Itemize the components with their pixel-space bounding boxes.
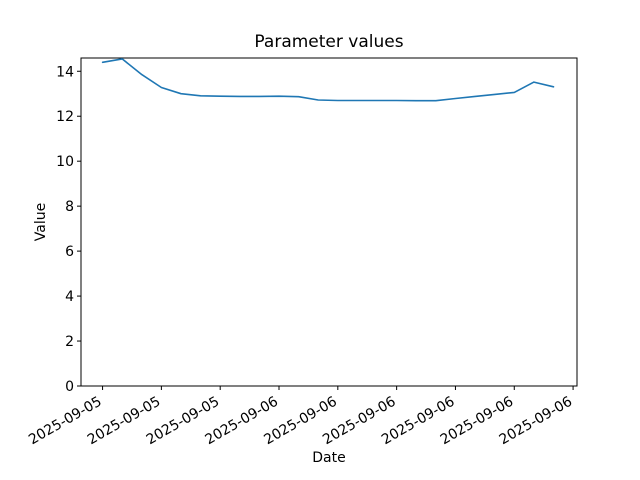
data-line [101,58,555,102]
y-tick-label: 8 [65,199,74,215]
y-tick-label: 12 [56,109,74,125]
chart-title: Parameter values [254,32,404,52]
y-tick-label: 14 [56,64,74,80]
x-axis-label: Date [312,450,346,466]
y-tick-label: 0 [65,379,74,395]
y-tick-label: 2 [65,334,74,350]
y-tick-label: 4 [65,289,74,305]
y-tick-label: 6 [65,244,74,260]
axes-spines [80,57,578,387]
y-tick-label: 10 [56,154,74,170]
